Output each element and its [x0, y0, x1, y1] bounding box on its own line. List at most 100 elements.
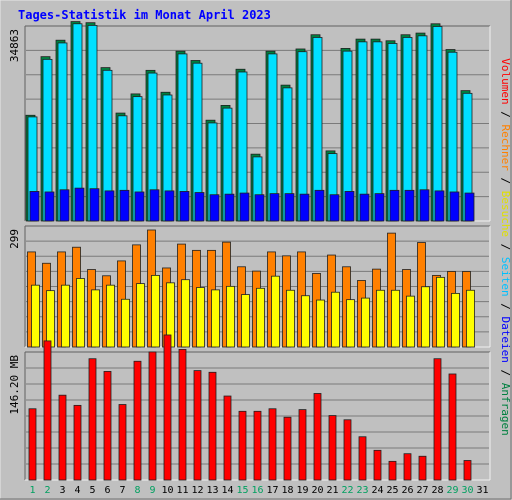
- bar-besuche-day-12: [196, 287, 205, 348]
- panel-volume: 146.20 MB: [8, 334, 491, 481]
- bar-dateien-day-20: [314, 189, 325, 222]
- bar-dateien-day-10: [164, 190, 175, 222]
- legend-item-1: /: [499, 105, 512, 118]
- bar-besuche-day-23: [361, 297, 370, 348]
- bar-volumen-day-23: [358, 436, 367, 481]
- bar-volumen-day-29: [448, 373, 457, 481]
- bar-besuche-day-14: [226, 285, 235, 348]
- bar-besuche-day-27: [421, 286, 430, 348]
- bar-volumen-day-13: [208, 371, 217, 481]
- bar-dateien-day-25: [389, 189, 400, 222]
- bar-volumen-day-18: [283, 416, 292, 481]
- day-label-3: 3: [59, 485, 65, 496]
- bar-besuche-day-18: [286, 289, 295, 348]
- day-label-21: 21: [326, 485, 338, 496]
- scale-label-visits: 299: [8, 229, 21, 249]
- day-label-4: 4: [74, 485, 80, 496]
- bar-dateien-day-15: [239, 192, 250, 222]
- scale-label-requests: 34863: [8, 29, 21, 62]
- day-labels: 1 2 3 4 5 6 7 8 9 10 11 12 13 14 15 16 17 18 19 20 21 22 23 24 2…: [29, 485, 488, 496]
- legend-item-4: Besuche: [499, 184, 512, 237]
- bar-volumen-day-28: [433, 358, 442, 481]
- legend-item-7: /: [499, 297, 512, 310]
- bar-dateien-day-12: [194, 192, 205, 222]
- bar-dateien-day-30: [464, 192, 475, 222]
- bar-besuche-day-30: [466, 289, 475, 348]
- legend-item-10: Anfragen: [499, 376, 512, 436]
- bar-dateien-day-1: [29, 191, 40, 222]
- legend-item-5: /: [499, 237, 512, 250]
- bar-besuche-day-20: [316, 299, 325, 348]
- bar-dateien-day-6: [104, 190, 115, 222]
- bar-dateien-day-22: [344, 191, 355, 222]
- legend-item-0: Volumen: [499, 58, 512, 104]
- bar-volumen-day-12: [193, 370, 202, 481]
- legend: Volumen / Rechner / Besuche / Seiten / D…: [499, 58, 512, 436]
- bar-besuche-day-15: [241, 294, 250, 348]
- bar-volumen-day-1: [28, 408, 37, 481]
- bar-besuche-day-16: [256, 287, 265, 348]
- bar-volumen-day-17: [268, 408, 277, 481]
- panel-visits: 299: [8, 225, 491, 348]
- day-label-17: 17: [266, 485, 278, 496]
- bar-volumen-day-7: [118, 404, 127, 481]
- bar-volumen-day-2: [43, 340, 52, 481]
- day-label-24: 24: [371, 485, 383, 496]
- day-label-22: 22: [341, 485, 353, 496]
- bar-dateien-day-21: [329, 194, 340, 222]
- bar-besuche-day-25: [391, 289, 400, 348]
- bar-volumen-day-16: [253, 410, 262, 481]
- bar-dateien-day-29: [449, 191, 460, 222]
- bar-dateien-day-8: [134, 191, 145, 222]
- day-label-18: 18: [281, 485, 293, 496]
- day-label-23: 23: [356, 485, 368, 496]
- day-label-16: 16: [251, 485, 263, 496]
- day-label-1: 1: [29, 485, 35, 496]
- day-label-29: 29: [446, 485, 458, 496]
- bar-volumen-day-19: [298, 409, 307, 481]
- bar-dateien-day-18: [284, 193, 295, 222]
- bar-besuche-day-8: [136, 283, 145, 348]
- bar-dateien-day-14: [224, 193, 235, 222]
- bar-dateien-day-3: [59, 189, 70, 222]
- panel-requests: 34863: [8, 21, 491, 222]
- chart-title: Tages-Statistik im Monat April 2023: [18, 8, 271, 22]
- bar-besuche-day-13: [211, 289, 220, 348]
- bar-besuche-day-24: [376, 289, 385, 348]
- legend-item-3: /: [499, 171, 512, 184]
- legend-item-2: Rechner: [499, 118, 512, 171]
- legend-item-8: Dateien: [499, 310, 512, 363]
- bar-volumen-day-25: [388, 460, 397, 481]
- bar-besuche-day-29: [451, 292, 460, 348]
- bar-dateien-day-5: [89, 188, 100, 222]
- bar-volumen-day-30: [463, 460, 472, 481]
- bar-volumen-day-3: [58, 394, 67, 481]
- bar-dateien-day-28: [434, 190, 445, 222]
- day-label-13: 13: [206, 485, 218, 496]
- bar-dateien-day-9: [149, 189, 160, 222]
- bar-volumen-day-26: [403, 453, 412, 481]
- bar-volumen-day-10: [163, 334, 172, 481]
- bar-volumen-day-4: [73, 404, 82, 481]
- day-label-7: 7: [119, 485, 125, 496]
- day-label-30: 30: [461, 485, 473, 496]
- bar-besuche-day-28: [436, 276, 445, 348]
- day-label-5: 5: [89, 485, 95, 496]
- bar-volumen-day-20: [313, 393, 322, 481]
- bar-besuche-day-3: [61, 284, 70, 348]
- bar-volumen-day-22: [343, 419, 352, 481]
- bar-dateien-day-19: [299, 193, 310, 222]
- day-label-12: 12: [191, 485, 203, 496]
- bar-besuche-day-9: [151, 274, 160, 348]
- day-label-28: 28: [431, 485, 443, 496]
- panels: 34863 299 146.20 MB: [8, 21, 491, 481]
- day-label-15: 15: [236, 485, 248, 496]
- bar-besuche-day-19: [301, 295, 310, 348]
- day-label-9: 9: [149, 485, 155, 496]
- day-label-2: 2: [44, 485, 50, 496]
- day-label-14: 14: [221, 485, 233, 496]
- bar-besuche-day-6: [106, 284, 115, 348]
- bar-volumen-day-11: [178, 348, 187, 481]
- bar-dateien-day-4: [74, 187, 85, 222]
